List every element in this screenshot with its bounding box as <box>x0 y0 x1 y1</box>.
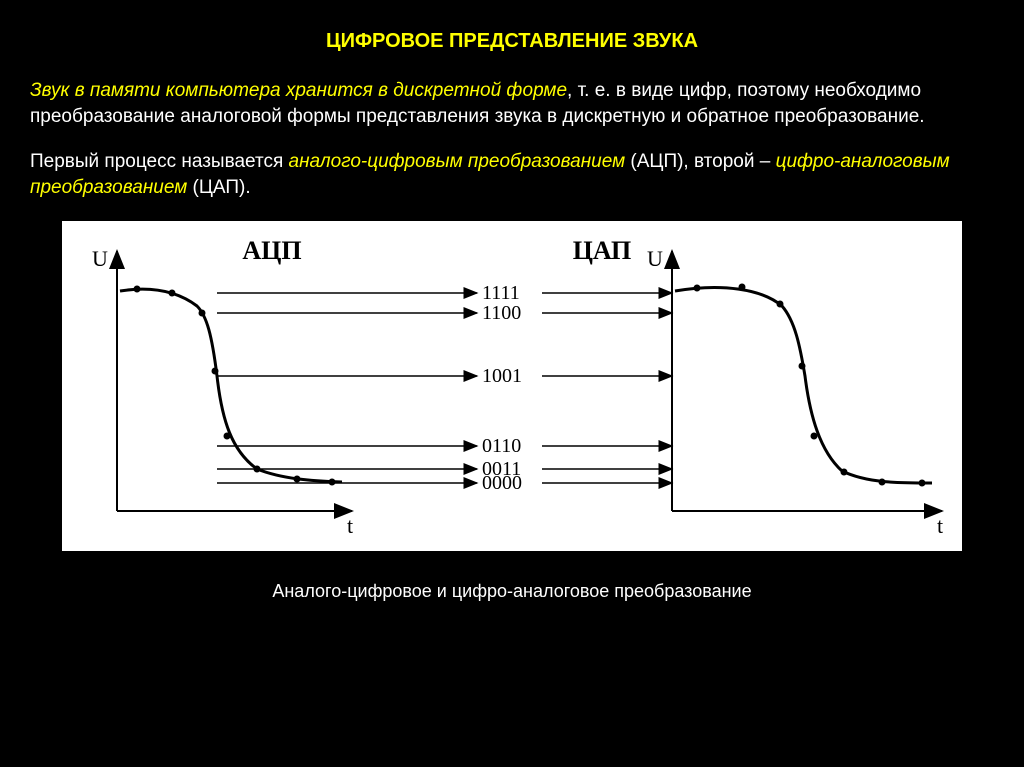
svg-text:АЦП: АЦП <box>242 236 301 265</box>
para2-hl1: аналого-цифровым преобразованием <box>289 151 626 172</box>
para2-p2: (АЦП), второй – <box>625 151 775 172</box>
paragraph-2: Первый процесс называется аналого-цифров… <box>30 149 994 200</box>
svg-text:0110: 0110 <box>482 435 521 457</box>
svg-text:t: t <box>937 513 943 538</box>
svg-text:U: U <box>92 246 108 271</box>
svg-text:1111: 1111 <box>482 282 520 304</box>
svg-text:U: U <box>647 246 663 271</box>
page-title: ЦИФРОВОЕ ПРЕДСТАВЛЕНИЕ ЗВУКА <box>30 30 994 53</box>
svg-text:0000: 0000 <box>482 472 522 494</box>
svg-text:1001: 1001 <box>482 365 522 387</box>
svg-text:t: t <box>347 513 353 538</box>
adc-dac-diagram: UtUtАЦПЦАП111111001001011000110000 <box>62 221 962 551</box>
svg-text:ЦАП: ЦАП <box>573 236 632 265</box>
diagram-caption: Аналого-цифровое и цифро-аналоговое прео… <box>30 581 994 602</box>
paragraph-1: Звук в памяти компьютера хранится в диск… <box>30 78 994 129</box>
svg-text:1100: 1100 <box>482 302 521 324</box>
diagram-container: UtUtАЦПЦАП111111001001011000110000 <box>62 221 962 551</box>
para1-highlight: Звук в памяти компьютера хранится в диск… <box>30 80 567 101</box>
para2-p3: (ЦАП). <box>187 177 250 198</box>
para2-p1: Первый процесс называется <box>30 151 289 172</box>
